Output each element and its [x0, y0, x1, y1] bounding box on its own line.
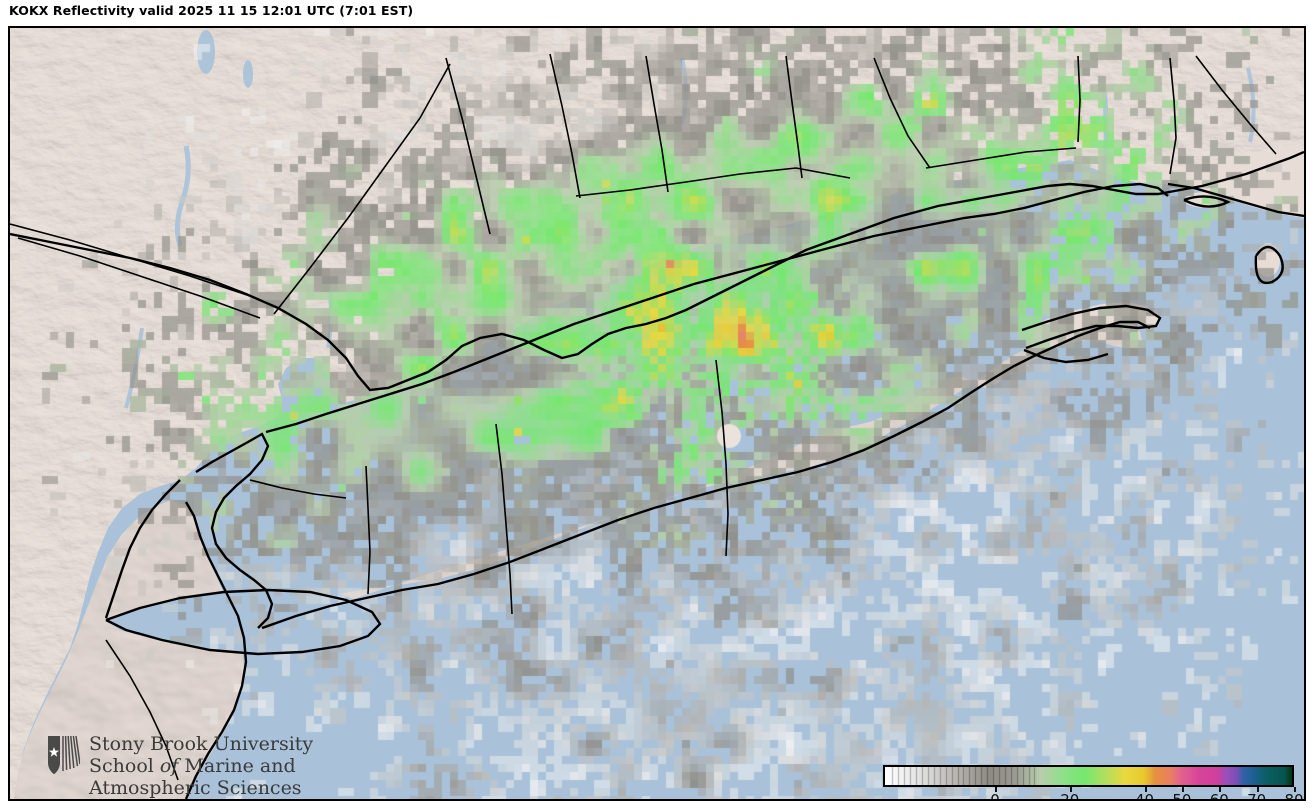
colorbar-tick [1219, 787, 1222, 792]
colorbar-tick-label: 40 [1134, 791, 1155, 801]
colorbar-tick [1069, 787, 1072, 792]
colorbar-tick-labels: 0 20 40 50 60 70 80 [883, 791, 1303, 801]
colorbar-tick-label: 50 [1172, 791, 1192, 801]
shield-with-star-icon [48, 735, 80, 774]
colorbar-gradient [885, 767, 1292, 785]
stony-brook-logo: Stony Brook University School of Marine … [46, 733, 313, 799]
colorbar-tick-label: 60 [1209, 791, 1229, 801]
page-title: KOKX Reflectivity valid 2025 11 15 12:01… [9, 3, 414, 18]
colorbar-tick-label: 70 [1247, 791, 1267, 801]
colorbar-tick-label: 20 [1060, 791, 1080, 801]
logo-line-2-post: Marine and [178, 755, 296, 777]
colorbar-ticks [883, 787, 1296, 793]
colorbar-tick [1144, 787, 1147, 792]
colorbar-tick-label: 0 [990, 791, 1000, 801]
logo-line-2-em: of [159, 755, 179, 777]
colorbar-tick-label: 80 [1284, 791, 1304, 801]
map-viewport[interactable] [10, 28, 1304, 799]
logo-line-3: Atmospheric Sciences [89, 777, 302, 799]
colorbar-tick [995, 787, 998, 792]
colorbar-tick [1181, 787, 1184, 792]
colorbar-bar[interactable] [883, 765, 1294, 787]
logo-line-2: School of Marine and [89, 755, 313, 777]
colorbar-legend[interactable]: 0 20 40 50 60 70 80 [874, 757, 1304, 801]
logo-line-1: Stony Brook University [89, 733, 314, 755]
colorbar-tick [1294, 787, 1296, 792]
logo-line-2-pre: School [89, 755, 160, 777]
map-frame[interactable]: Stony Brook University School of Marine … [8, 26, 1306, 801]
logo-text: Stony Brook University School of Marine … [89, 733, 313, 799]
colorbar-tick [1256, 787, 1259, 792]
radar-reflectivity-layer [10, 28, 1304, 799]
